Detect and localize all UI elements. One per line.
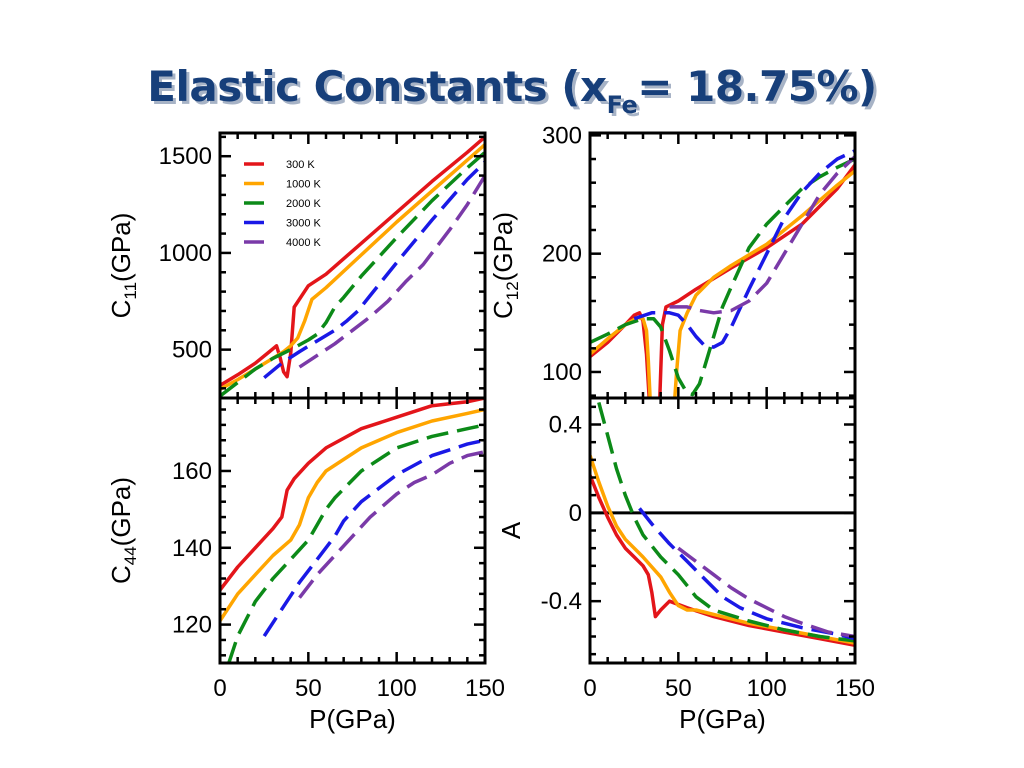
legend-label: 2000 K — [286, 198, 322, 210]
legend: 300 K 1000 K 2000 K 3000 K 4000 K — [244, 159, 322, 249]
series-2000k-line — [590, 157, 855, 397]
y-tick-label: 1500 — [159, 143, 212, 170]
y-tick-label: 500 — [172, 337, 212, 364]
y-axis-label-unit: (GPa) — [488, 212, 518, 281]
x-tick-label: 150 — [465, 675, 505, 702]
title-value: = 18.75%) — [637, 62, 877, 112]
y-tick-label: 300 — [542, 122, 582, 149]
y-axis-label-subscript: 12 — [503, 281, 522, 300]
series-3000k-line — [262, 438, 485, 638]
panel-c12: 100 200 300 C12(GPa) — [488, 122, 857, 400]
series-4000k-line — [298, 174, 485, 369]
y-axis-label-main: C — [488, 300, 518, 319]
series-1000k-line — [220, 143, 485, 391]
series-2000k-line — [597, 401, 855, 643]
series-1000k-line — [590, 454, 855, 645]
series-1000k-line — [590, 315, 652, 398]
y-tick-label: 0 — [569, 500, 582, 527]
x-tick-label: 50 — [665, 675, 692, 702]
series-2000k-line — [220, 150, 485, 398]
y-axis-label-main: C — [106, 565, 136, 584]
legend-label: 4000 K — [286, 237, 322, 249]
series-300k-line — [220, 398, 485, 592]
x-axis-label: P(GPa) — [309, 704, 396, 734]
y-axis-label-unit: (GPa) — [106, 213, 136, 282]
y-axis-label-subscript: 44 — [121, 546, 140, 565]
series-4000k-line — [298, 450, 485, 599]
x-axis-label: P(GPa) — [679, 704, 766, 734]
y-tick-label: -0.4 — [541, 588, 582, 615]
plot-frame — [588, 131, 857, 400]
x-tick-label: 150 — [835, 675, 875, 702]
plot-frame — [218, 396, 487, 665]
y-axis-label-unit: (GPa) — [106, 477, 136, 546]
series-300k-line — [590, 474, 855, 648]
series-4000k-line — [677, 546, 855, 639]
series-2000k-line — [227, 423, 485, 663]
x-tick-label: 100 — [747, 675, 787, 702]
series-3000k-line — [638, 507, 855, 641]
series-1000k-line — [220, 407, 485, 622]
plot-frame — [588, 396, 857, 665]
x-tick-label: 0 — [583, 675, 596, 702]
y-axis-label-main: A — [496, 521, 526, 539]
y-tick-label: 140 — [172, 535, 212, 562]
y-tick-label: 100 — [542, 359, 582, 386]
x-tick-label: 50 — [295, 675, 322, 702]
y-tick-label: 0.4 — [549, 412, 582, 439]
legend-label: 1000 K — [286, 179, 322, 191]
y-axis-label: C12(GPa) — [488, 212, 522, 319]
y-tick-label: 160 — [172, 458, 212, 485]
x-tick-label: 0 — [213, 675, 226, 702]
y-tick-label: 200 — [542, 241, 582, 268]
series-3000k-line — [263, 160, 485, 380]
legend-label: 3000 K — [286, 218, 322, 230]
series-3000k-line — [633, 149, 855, 349]
y-axis-label-main: C — [106, 300, 136, 319]
panel-aniso: -0.4 0 0.4 0 50 100 150 P(GPa) A — [496, 396, 875, 734]
series-300k-line — [590, 311, 651, 398]
title-main: Elastic Constants (x — [147, 62, 607, 112]
x-tick-label: 100 — [377, 675, 417, 702]
slide-title: Elastic Constants (xFe= 18.75%) — [0, 62, 1024, 119]
y-tick-label: 1000 — [159, 240, 212, 267]
y-axis-label-subscript: 11 — [121, 282, 140, 300]
panel-c44: 120 140 160 0 50 100 150 P(GPa) C44(GPa) — [106, 396, 505, 734]
panel-c11: 500 1000 1500 C11(GPa) 300 K 1000 K 2000 K 3000… — [106, 131, 487, 400]
y-axis-label: A — [496, 521, 526, 539]
y-axis-label: C44(GPa) — [106, 477, 140, 584]
legend-label: 300 K — [286, 159, 315, 171]
y-tick-label: 120 — [172, 612, 212, 639]
series-300k-line — [220, 135, 485, 387]
y-axis-label: C11(GPa) — [106, 213, 140, 319]
series-300k-line — [658, 163, 855, 398]
title-subscript: Fe — [606, 90, 638, 119]
series-4000k-line — [669, 155, 855, 315]
